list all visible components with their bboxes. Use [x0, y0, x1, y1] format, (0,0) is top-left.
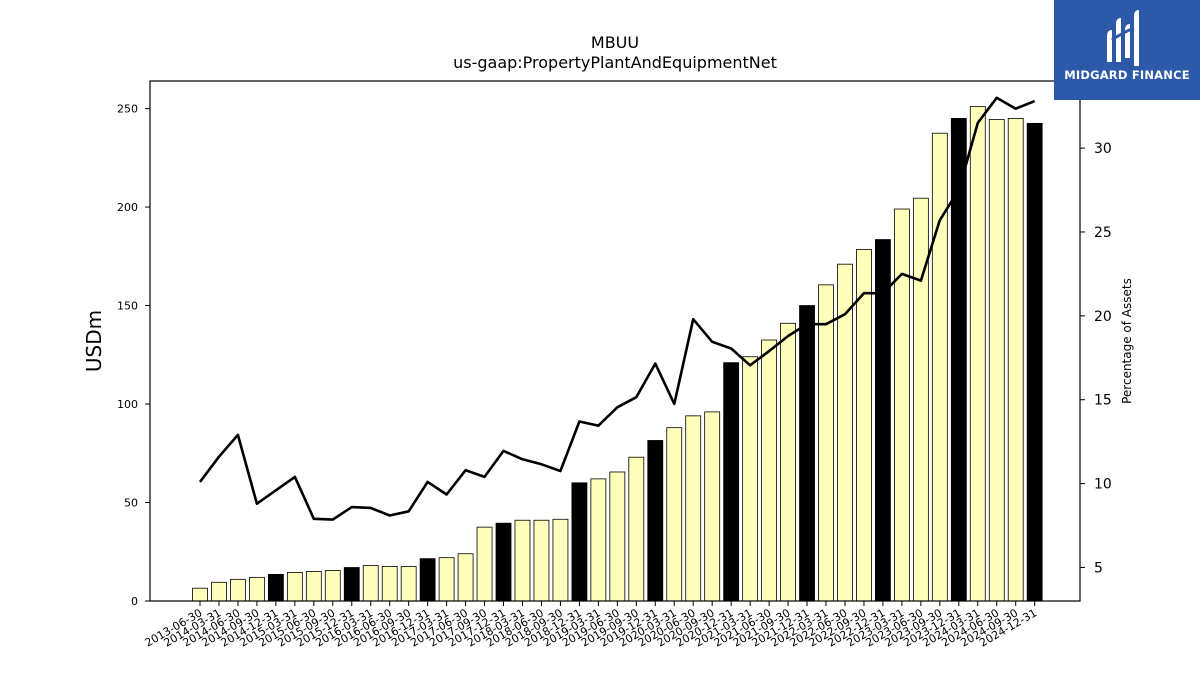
bar-2014-03-31 — [211, 581, 227, 602]
bar-2019-06-30 — [609, 471, 626, 602]
plot-frame — [149, 80, 1081, 602]
bar-2017-12-31 — [495, 522, 512, 602]
y-axis-ticks: 0 50 100 150 200 250 — [117, 103, 150, 608]
y2-tick-label-20: 20 — [1094, 309, 1112, 325]
bar-2015-12-31 — [343, 567, 360, 602]
bar-2014-09-30 — [249, 576, 265, 602]
y-axis-label: USDm — [82, 310, 106, 372]
bar-2019-09-30 — [628, 456, 645, 602]
bar-2017-06-30 — [457, 553, 474, 602]
y2-tick-label-10: 10 — [1094, 477, 1112, 493]
brand-logo: MIDGARD FINANCE — [1054, 0, 1200, 100]
bar-2020-03-31 — [666, 427, 683, 602]
bar-2022-09-30 — [856, 249, 872, 602]
y2-axis-ticks: 5 10 15 20 25 30 — [1080, 141, 1112, 576]
y-tick-label-100: 100 — [117, 398, 138, 411]
bar-2018-09-30 — [552, 518, 569, 602]
bar-2021-06-30 — [761, 339, 777, 602]
bar-2019-12-31 — [647, 440, 664, 602]
bar-2024-12-31 — [1026, 122, 1043, 602]
bar-2021-12-31 — [799, 305, 815, 602]
bar-2014-12-31 — [267, 574, 284, 602]
percentage-of-assets-line — [198, 96, 1036, 521]
bar-2018-06-30 — [533, 519, 550, 602]
y2-tick-label-15: 15 — [1094, 393, 1112, 409]
bar-2015-03-31 — [286, 572, 303, 602]
x-axis-ticks: 2013-06-302014-03-312014-06-302014-09-30… — [143, 601, 1039, 650]
bar-2013-06-30 — [192, 587, 208, 602]
brand-name: MIDGARD FINANCE — [1064, 68, 1190, 82]
bar-2020-06-30 — [685, 415, 702, 602]
bar-2024-06-30 — [988, 119, 1005, 602]
bar-2016-09-30 — [400, 566, 417, 602]
y2-axis-label: Percentage of Assets — [1120, 278, 1134, 404]
bar-2018-03-31 — [514, 519, 531, 602]
y2-tick-label-25: 25 — [1094, 225, 1112, 241]
midgard-logo-icon — [1107, 10, 1139, 66]
bar-2017-03-31 — [438, 557, 455, 602]
bar-2023-03-31 — [893, 208, 910, 602]
chart-title: MBUU — [591, 33, 639, 52]
bar-2016-03-31 — [362, 565, 379, 602]
bar-2020-12-31 — [723, 362, 740, 602]
percentage-line — [198, 96, 1036, 521]
bar-2017-09-30 — [476, 526, 493, 602]
y2-tick-label-5: 5 — [1094, 560, 1103, 576]
bar-2019-03-31 — [590, 478, 607, 602]
bar-2016-06-30 — [381, 566, 398, 602]
bar-2015-06-30 — [305, 571, 322, 602]
bar-2016-12-31 — [419, 558, 436, 602]
bar-2014-06-30 — [230, 578, 246, 602]
y-tick-label-200: 200 — [117, 201, 138, 214]
bars — [192, 106, 1043, 602]
y-tick-label-0: 0 — [131, 595, 138, 608]
y-tick-label-250: 250 — [117, 103, 138, 116]
bar-2020-09-30 — [704, 411, 721, 602]
y-tick-label-150: 150 — [117, 300, 138, 313]
bar-2015-09-30 — [324, 570, 341, 602]
bar-2022-03-31 — [818, 284, 834, 602]
bar-2018-12-31 — [571, 482, 588, 602]
bar-2023-09-30 — [931, 132, 948, 602]
bar-2024-09-30 — [1007, 118, 1024, 602]
bar-2021-03-31 — [742, 356, 759, 602]
y-tick-label-50: 50 — [124, 497, 138, 510]
bar-2024-03-31 — [969, 106, 986, 602]
bar-2023-06-30 — [912, 197, 929, 602]
chart-subtitle: us-gaap:PropertyPlantAndEquipmentNet — [453, 53, 777, 72]
bar-2021-09-30 — [780, 322, 796, 602]
y2-tick-label-30: 30 — [1094, 141, 1112, 157]
